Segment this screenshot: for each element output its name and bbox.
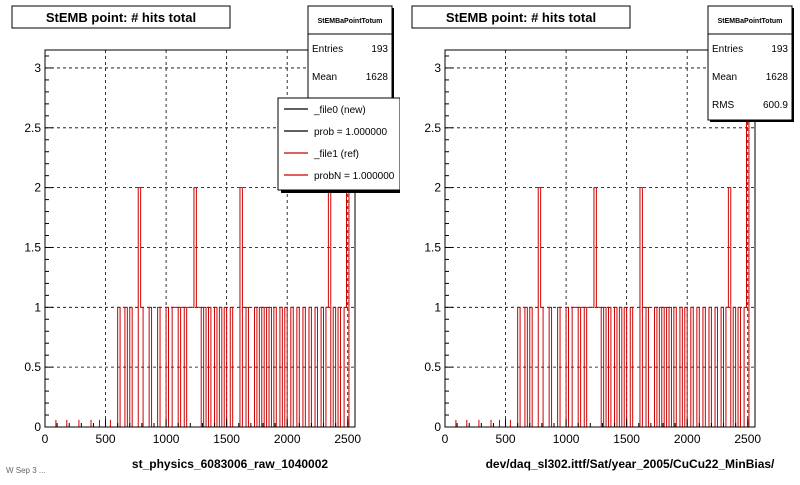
stats-label: Entries [312,44,343,55]
x-axis-label: dev/daq_sl302.ittf/Sat/year_2005/CuCu22_… [486,457,775,471]
histogram-pad-left: 0 500 1000 1500 2000 2500 0 0.5 1 1.5 2 2.5 3 st_phys… [0,0,403,480]
x-tick-label: 500 [496,432,516,446]
y-tick-label: 2 [434,181,441,195]
y-tick-label: 0.5 [24,360,41,374]
y-tick-label: 0 [434,420,441,434]
y-tick-label: 3 [34,61,41,75]
stats-label: Mean [712,72,737,83]
x-tick-label: 2000 [274,432,301,446]
y-tick-label: 1.5 [24,240,41,254]
y-tick-label: 2.5 [24,121,41,135]
x-tick-label: 0 [442,432,449,446]
histogram-left-svg: 0 500 1000 1500 2000 2500 0 0.5 1 1.5 2 2.5 3 st_phys… [11,5,403,471]
stats-value: 600.9 [763,100,788,111]
stats-label: Mean [312,72,337,83]
y-tick-label: 2 [34,181,41,195]
x-tick-label: 1000 [553,432,580,446]
stats-label: Entries [712,44,743,55]
histogram-right-svg: 0 500 1000 1500 2000 2500 0 0.5 1 1.5 2 2.5 3 dev/daq… [411,5,794,471]
footer-timestamp: W Sep 3 ... [6,466,46,475]
stats-box [707,5,793,121]
legend-entry: prob = 1.000000 [314,127,388,138]
histogram-pad-right: 0 500 1000 1500 2000 2500 0 0.5 1 1.5 2 2.5 3 dev/daq… [400,0,800,480]
x-tick-label: 2500 [334,432,361,446]
y-tick-label: 0.5 [424,360,441,374]
x-tick-label: 1500 [213,432,240,446]
title-box [411,5,631,29]
chart-title: StEMB point: # hits total [46,10,196,25]
stats-value: 1628 [766,72,789,83]
legend-entry: probN = 1.000000 [314,171,395,182]
stats-value: 193 [771,44,788,55]
chart-title: StEMB point: # hits total [446,10,596,25]
x-tick-label: 1000 [153,432,180,446]
x-tick-label: 500 [96,432,116,446]
x-tick-label: 2000 [674,432,701,446]
stats-value: 193 [371,44,388,55]
stats-value: 1628 [366,72,389,83]
x-axis-label: st_physics_6083006_raw_1040002 [132,457,328,471]
title-box [11,5,231,29]
y-tick-label: 0 [34,420,41,434]
legend-entry: _file1 (ref) [313,149,359,160]
y-tick-label: 1 [34,300,41,314]
x-tick-label: 2500 [734,432,761,446]
y-tick-label: 1 [434,300,441,314]
y-tick-label: 2.5 [424,121,441,135]
x-tick-label: 0 [42,432,49,446]
legend-entry: _file0 (new) [313,105,366,116]
y-tick-label: 3 [434,61,441,75]
plot-frame [44,49,356,428]
plot-frame [444,49,756,428]
stats-label: RMS [712,100,735,111]
y-tick-label: 1.5 [424,240,441,254]
stats-name: StEMBaPointTotum [718,18,783,25]
stats-name: StEMBaPointTotum [318,18,383,25]
x-tick-label: 1500 [613,432,640,446]
